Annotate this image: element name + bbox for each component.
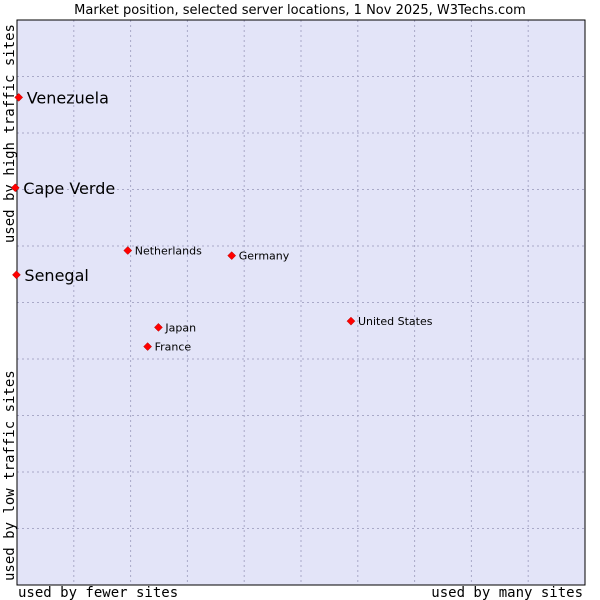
x-axis-label-left: used by fewer sites [18, 585, 178, 600]
point-marker-united-states [346, 316, 356, 326]
plot-border [16, 19, 586, 586]
point-label-japan: Japan [164, 321, 196, 334]
x-axis-label-right: used by many sites [431, 585, 583, 600]
point-marker-netherlands [123, 246, 133, 255]
point-label-germany: Germany [239, 250, 290, 263]
point-cape-verde: Cape Verde [10, 179, 115, 198]
point-marker-venezuela [14, 93, 24, 102]
data-points: Venezuela Cape Verde Senegal Netherlands Ger… [10, 88, 433, 354]
point-label-france: France [155, 341, 192, 354]
point-united-states: United States [346, 315, 433, 328]
point-senegal: Senegal [12, 266, 89, 285]
point-germany: Germany [227, 250, 290, 263]
point-marker-senegal [12, 270, 21, 280]
point-label-cape-verde: Cape Verde [23, 179, 115, 198]
point-marker-cape-verde [10, 183, 20, 193]
point-label-venezuela: Venezuela [27, 88, 109, 107]
y-axis-label-top: used by high traffic sites [2, 24, 18, 243]
point-japan: Japan [154, 321, 196, 334]
point-marker-germany [227, 251, 237, 260]
grid-lines [17, 20, 585, 585]
y-axis-label-bottom: used by low traffic sites [2, 370, 18, 581]
point-netherlands: Netherlands [123, 245, 202, 258]
point-marker-japan [154, 323, 163, 332]
point-venezuela: Venezuela [14, 88, 109, 107]
point-label-senegal: Senegal [24, 266, 88, 285]
point-france: France [143, 341, 192, 354]
point-label-united-states: United States [358, 315, 433, 328]
point-label-netherlands: Netherlands [135, 245, 202, 258]
point-marker-france [143, 342, 152, 351]
chart-title: Market position, selected server locatio… [74, 3, 526, 18]
